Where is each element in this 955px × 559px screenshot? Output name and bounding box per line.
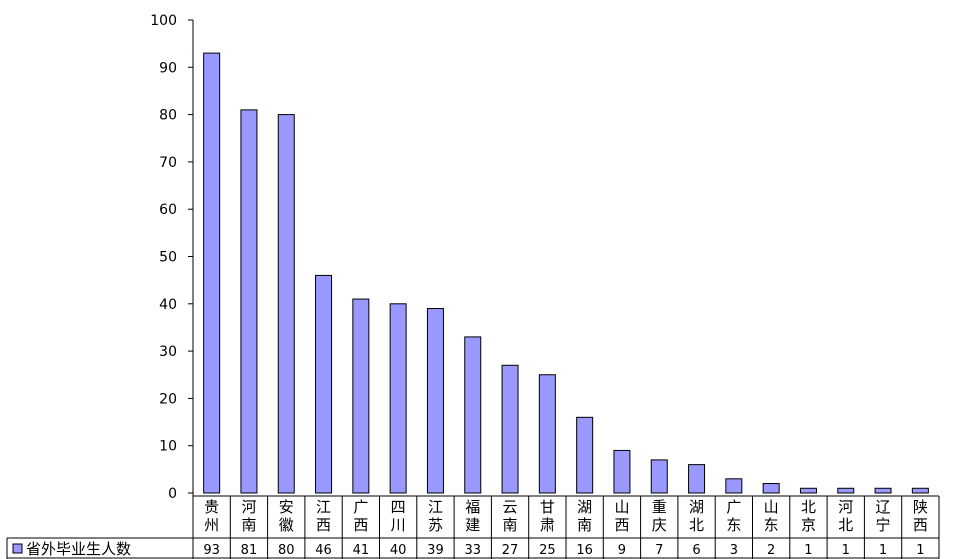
category-label: 山西	[614, 498, 629, 534]
category-label: 湖北	[689, 498, 704, 534]
bar	[389, 303, 407, 494]
category-label: 广西	[353, 498, 368, 534]
category-label: 贵州	[204, 498, 219, 534]
data-label: 39	[427, 543, 444, 558]
category-label: 四川	[391, 498, 406, 534]
bar	[501, 364, 519, 494]
bar	[203, 52, 221, 494]
bar	[352, 298, 370, 494]
legend-label: 省外毕业生人数	[26, 540, 131, 558]
category-label: 山东	[764, 498, 779, 534]
category-label: 福建	[465, 498, 480, 534]
y-tick-label: 70	[159, 155, 177, 171]
category-label: 湖南	[577, 498, 592, 534]
bar	[688, 464, 706, 494]
data-label: 6	[692, 543, 700, 558]
data-label: 16	[576, 543, 593, 558]
bar	[426, 308, 444, 494]
data-label: 41	[353, 543, 370, 558]
data-label: 27	[502, 543, 519, 558]
category-label: 广东	[726, 498, 741, 534]
bar	[874, 487, 892, 494]
category-label: 河北	[838, 498, 853, 534]
legend-swatch	[12, 543, 23, 554]
y-tick-label: 50	[159, 250, 177, 266]
bar	[725, 478, 743, 494]
bar-series	[203, 52, 929, 494]
data-label: 25	[539, 543, 556, 558]
y-tick-label: 10	[159, 439, 177, 455]
category-label: 江西	[316, 498, 331, 534]
bar	[650, 459, 668, 494]
bar	[762, 483, 780, 494]
bar	[799, 487, 817, 494]
data-label: 1	[916, 543, 924, 558]
category-label: 安徽	[279, 498, 294, 534]
category-label: 北京	[801, 498, 816, 534]
category-label: 辽宁	[876, 498, 891, 534]
data-label: 81	[241, 543, 258, 558]
data-label: 2	[767, 543, 775, 558]
data-label: 1	[879, 543, 887, 558]
bar	[613, 449, 631, 494]
y-tick-label: 100	[150, 13, 177, 29]
y-tick-label: 60	[159, 202, 177, 218]
y-tick-label: 80	[159, 108, 177, 124]
y-tick-label: 30	[159, 344, 177, 360]
data-label: 46	[315, 543, 332, 558]
bar	[538, 374, 556, 494]
y-tick-label: 90	[159, 60, 177, 76]
data-label: 33	[464, 543, 481, 558]
bar	[837, 487, 855, 494]
category-label: 河南	[241, 498, 256, 534]
category-label: 江苏	[428, 498, 443, 534]
data-label: 93	[203, 543, 220, 558]
category-label: 陕西	[913, 498, 928, 534]
y-tick-label: 40	[159, 297, 177, 313]
data-label: 9	[618, 543, 626, 558]
data-label: 3	[730, 543, 738, 558]
data-label: 7	[655, 543, 663, 558]
y-tick-label: 20	[159, 391, 177, 407]
data-label: 40	[390, 543, 407, 558]
bar	[576, 416, 594, 494]
y-axis: 0 10 20 30 40 50 60 70 80 90 100	[150, 13, 194, 502]
data-label: 1	[804, 543, 812, 558]
y-tick-label: 0	[168, 486, 177, 502]
data-label: 80	[278, 543, 295, 558]
category-label: 甘肃	[540, 498, 555, 534]
bar	[315, 274, 333, 494]
data-table: 贵州93河南81安徽80江西46广西41四川40江苏39福建33云南27甘肃25…	[6, 495, 940, 559]
bar	[464, 336, 482, 494]
bar	[911, 487, 929, 494]
bar	[277, 114, 295, 494]
category-label: 重庆	[652, 498, 667, 534]
bar	[240, 109, 258, 494]
category-label: 云南	[503, 498, 518, 534]
data-label: 1	[842, 543, 850, 558]
